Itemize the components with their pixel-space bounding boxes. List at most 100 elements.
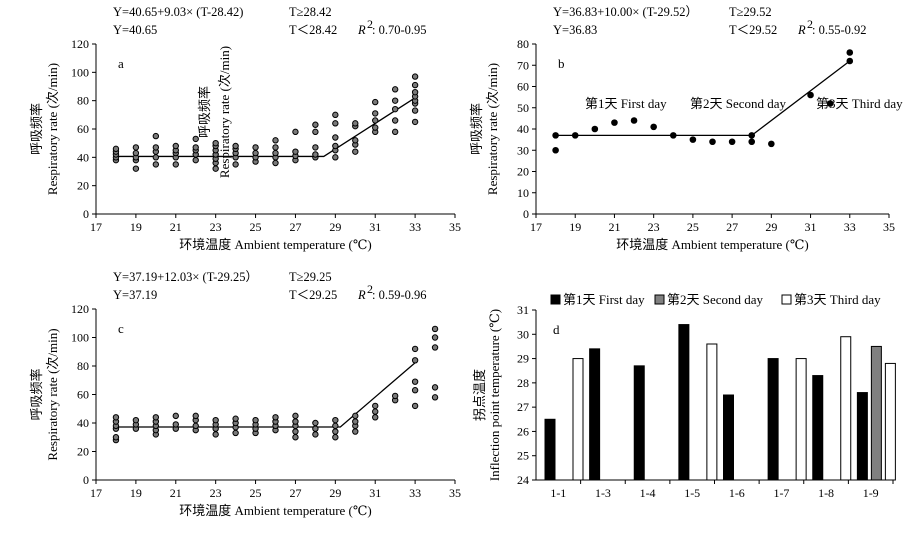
data-point	[352, 412, 359, 420]
data-point	[372, 98, 379, 106]
day-label-3: 第3天 Third day	[816, 96, 903, 111]
x-tick-label: 31	[369, 486, 381, 500]
data-point	[232, 161, 239, 168]
data-point	[312, 431, 319, 438]
bar	[767, 358, 779, 481]
panel-label: c	[118, 321, 124, 336]
data-point	[411, 387, 419, 394]
data-point	[252, 149, 259, 157]
data-point	[748, 138, 756, 146]
data-point	[172, 412, 179, 420]
data-point	[292, 148, 299, 155]
data-point	[152, 132, 160, 140]
day-label-1: 第1天 First day	[585, 96, 667, 111]
data-point	[332, 134, 339, 141]
y-tick-label: 70	[517, 58, 529, 72]
y-tick-label: 26	[517, 424, 529, 438]
data-point	[272, 137, 279, 144]
x-tick-label: 25	[687, 220, 699, 234]
equation-line-1: Y=37.19+12.03× (T-29.25）	[113, 270, 258, 284]
data-point	[846, 57, 854, 65]
data-point	[152, 161, 160, 168]
data-point	[352, 428, 359, 435]
y-tick-label: 27	[517, 400, 529, 414]
x-tick-label: 27	[289, 486, 301, 500]
bar	[706, 343, 718, 481]
data-point	[372, 408, 379, 415]
y-tick-label: 24	[517, 473, 529, 487]
data-point	[411, 73, 419, 80]
y-axis-label-en: Respiratory rate (次/min)	[45, 63, 60, 195]
bar	[884, 362, 896, 481]
bar	[795, 358, 807, 481]
data-point	[552, 146, 559, 154]
data-point	[352, 418, 359, 425]
legend-label: 第1天 First day	[563, 292, 645, 307]
data-point	[391, 105, 399, 113]
y-tick-label: 60	[517, 80, 529, 94]
x-tick-label: 29	[329, 220, 341, 234]
x-tick-label: 1-3	[595, 486, 611, 500]
x-tick-label: 19	[130, 486, 142, 500]
data-point	[192, 135, 199, 143]
data-point	[332, 422, 339, 430]
y-axis-label-cn: 呼吸频率	[29, 103, 44, 155]
data-point	[411, 378, 419, 385]
data-point	[312, 419, 319, 427]
data-point	[312, 128, 319, 136]
data-point	[192, 422, 199, 430]
data-point	[352, 120, 359, 127]
y-tick-label: 40	[77, 150, 89, 164]
x-tick-label: 21	[170, 220, 182, 234]
y-tick-label: 0	[83, 473, 89, 487]
data-point	[312, 121, 319, 128]
data-point	[372, 110, 379, 117]
equation-line-1: Y=36.83+10.00× (T-29.52）	[553, 5, 698, 19]
y-tick-label: 20	[77, 179, 89, 193]
data-point	[669, 132, 677, 139]
condition-line-1: T≥28.42	[289, 5, 332, 19]
data-point	[332, 434, 339, 441]
data-point	[372, 124, 379, 131]
y-axis-label-en: Respiratory rate (次/min)	[45, 328, 60, 460]
data-point	[332, 120, 339, 127]
data-point	[611, 119, 618, 126]
data-point	[591, 125, 599, 133]
equation-line-2: Y=36.83	[553, 23, 597, 37]
condition-line-1: T≥29.52	[729, 5, 772, 19]
data-point	[411, 357, 419, 364]
data-point	[748, 132, 756, 139]
data-point	[332, 142, 339, 150]
y-axis-label-en: Respiratory rate (次/min)	[485, 63, 500, 195]
bar	[544, 418, 556, 481]
equation-line-2: Y=40.65	[113, 23, 157, 37]
r-squared-value: : 0.59-0.96	[372, 288, 427, 302]
data-point	[152, 414, 160, 421]
y-tick-label: 30	[517, 143, 529, 157]
data-point	[312, 151, 319, 158]
data-point	[332, 428, 339, 435]
x-tick-label: 17	[90, 220, 102, 234]
data-point	[431, 344, 439, 351]
x-tick-label: 23	[210, 220, 222, 234]
data-point	[846, 49, 854, 56]
x-tick-label: 35	[449, 220, 461, 234]
y-tick-label: 120	[71, 302, 89, 316]
data-point	[332, 111, 339, 119]
bar	[856, 392, 868, 481]
x-tick-label: 27	[289, 220, 301, 234]
x-tick-label: 33	[844, 220, 856, 234]
r-squared-label: R	[797, 23, 806, 37]
legend-label: 第2天 Second day	[667, 292, 764, 307]
data-point	[132, 144, 140, 151]
y-tick-label: 20	[517, 165, 529, 179]
data-point	[112, 434, 120, 441]
condition-line-2: T＜29.25	[289, 288, 337, 302]
data-point	[411, 402, 419, 410]
r-squared-value: : 0.55-0.92	[812, 23, 867, 37]
condition-line-2: T＜28.42	[289, 23, 337, 37]
data-point	[372, 117, 379, 124]
data-point	[212, 416, 219, 424]
bar	[870, 345, 882, 481]
x-tick-label: 33	[409, 486, 421, 500]
